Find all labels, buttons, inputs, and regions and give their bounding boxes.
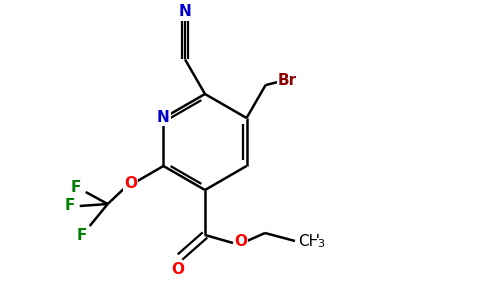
Text: F: F <box>64 199 75 214</box>
Text: N: N <box>179 4 191 19</box>
Text: F: F <box>71 179 81 194</box>
Text: O: O <box>235 233 247 248</box>
Text: O: O <box>171 262 184 277</box>
Text: N: N <box>157 110 170 125</box>
Text: 3: 3 <box>318 239 324 249</box>
Text: O: O <box>124 176 137 191</box>
Text: Br: Br <box>278 73 297 88</box>
Text: F: F <box>76 229 87 244</box>
Text: CH: CH <box>298 233 320 248</box>
